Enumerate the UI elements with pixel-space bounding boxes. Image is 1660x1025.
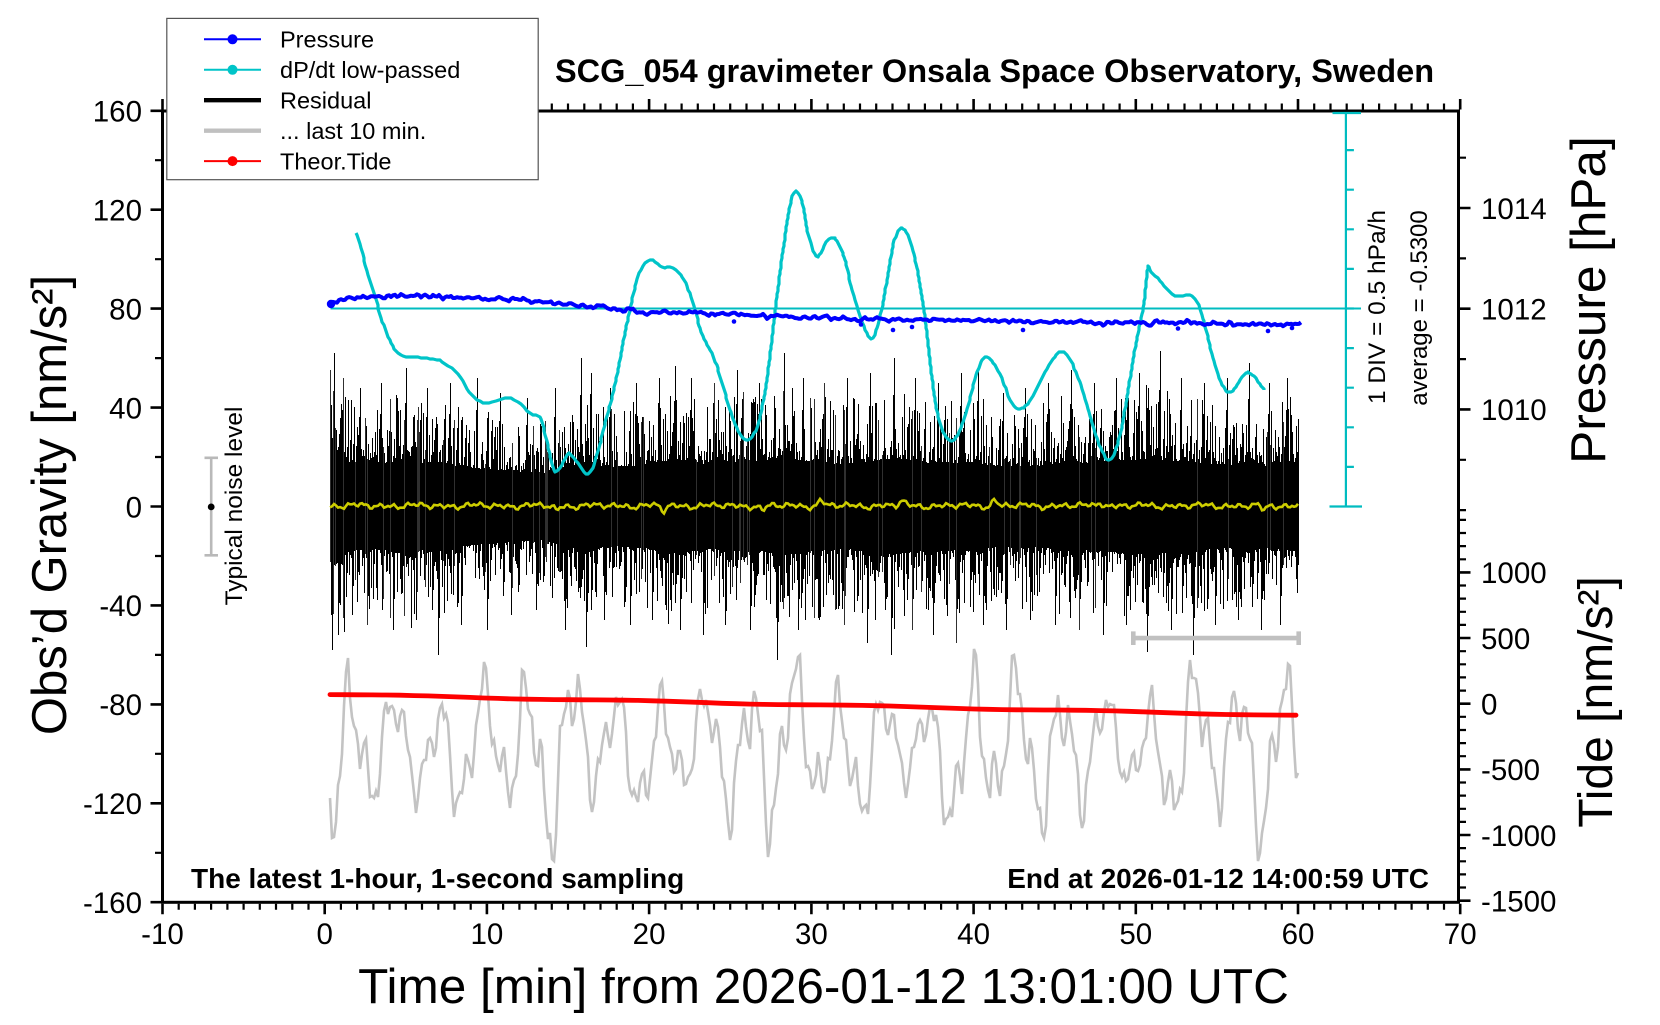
svg-text:SCG_054 gravimeter Onsala Spac: SCG_054 gravimeter Onsala Space Observat… [555,53,1434,89]
svg-text:... last 10 min.: ... last 10 min. [280,118,426,144]
svg-text:-1000: -1000 [1481,820,1556,853]
svg-text:0: 0 [1481,689,1497,722]
svg-text:-120: -120 [83,788,142,821]
svg-text:-10: -10 [141,918,184,951]
svg-text:Pressure [hPa]: Pressure [hPa] [1561,136,1616,463]
svg-text:20: 20 [633,918,666,951]
svg-text:1000: 1000 [1481,557,1547,590]
svg-text:120: 120 [93,195,142,228]
svg-text:30: 30 [795,918,828,951]
svg-text:1014: 1014 [1481,193,1547,226]
svg-text:-80: -80 [99,689,142,722]
svg-text:Time [min] from 2026-01-12 13:: Time [min] from 2026-01-12 13:01:00 UTC [358,959,1289,1014]
svg-text:Residual: Residual [280,88,371,114]
svg-text:-40: -40 [99,590,142,623]
svg-text:0: 0 [126,491,142,524]
svg-text:-1500: -1500 [1481,886,1556,919]
svg-text:Obs’d Gravity [nm/s²]: Obs’d Gravity [nm/s²] [23,275,77,735]
svg-text:-500: -500 [1481,754,1540,787]
svg-text:dP/dt low-passed: dP/dt low-passed [280,57,460,83]
svg-text:1 DIV = 0.5 hPa/h: 1 DIV = 0.5 hPa/h [1364,210,1391,404]
svg-text:10: 10 [470,918,503,951]
svg-text:Typical noise level: Typical noise level [221,407,248,606]
svg-text:Tide [nm/s²]: Tide [nm/s²] [1570,576,1623,828]
svg-text:80: 80 [109,293,142,326]
svg-text:Pressure: Pressure [280,27,374,53]
svg-text:160: 160 [93,96,142,129]
svg-text:40: 40 [957,918,990,951]
svg-text:Theor.Tide: Theor.Tide [280,149,391,175]
svg-text:The latest 1-hour, 1-second sa: The latest 1-hour, 1-second sampling [191,863,684,894]
svg-text:1012: 1012 [1481,294,1547,327]
svg-text:50: 50 [1119,918,1152,951]
svg-text:40: 40 [109,392,142,425]
svg-text:average = -0.5300: average = -0.5300 [1406,210,1433,405]
svg-text:0: 0 [316,918,332,951]
svg-text:500: 500 [1481,623,1530,656]
svg-text:-160: -160 [83,887,142,920]
svg-text:End at 2026-01-12 14:00:59 UTC: End at 2026-01-12 14:00:59 UTC [1007,863,1429,894]
svg-text:70: 70 [1444,918,1477,951]
svg-text:60: 60 [1282,918,1315,951]
svg-text:1010: 1010 [1481,394,1547,427]
